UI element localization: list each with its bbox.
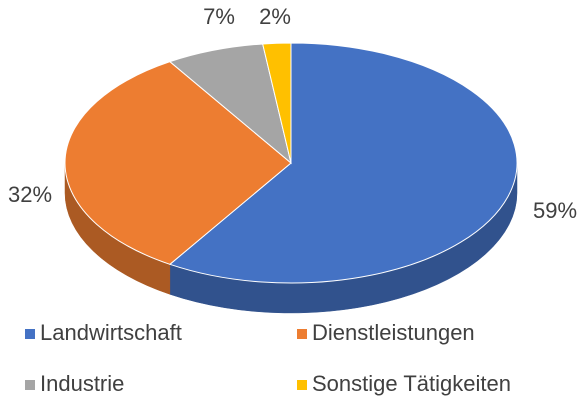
- legend-swatch: [25, 380, 35, 390]
- data-label: 2%: [259, 4, 291, 29]
- pie-tops: [64, 42, 518, 284]
- pie-slice: [262, 42, 292, 164]
- pie-slice: [168, 42, 518, 284]
- legend-swatch: [25, 329, 35, 339]
- legend: Landwirtschaft Dienstleistungen Industrie S…: [25, 320, 511, 396]
- data-label: 32%: [8, 182, 52, 207]
- legend-swatch: [297, 380, 307, 390]
- data-labels: 59% 32% 7% 2%: [8, 4, 577, 223]
- legend-label: Dienstleistungen: [312, 320, 475, 345]
- data-label: 59%: [533, 198, 577, 223]
- pie-slice: [64, 61, 292, 265]
- legend-label: Sonstige Tätigkeiten: [312, 371, 511, 396]
- legend-swatch: [297, 329, 307, 339]
- data-label: 7%: [203, 4, 235, 29]
- legend-label: Industrie: [40, 371, 124, 396]
- legend-label: Landwirtschaft: [40, 320, 182, 345]
